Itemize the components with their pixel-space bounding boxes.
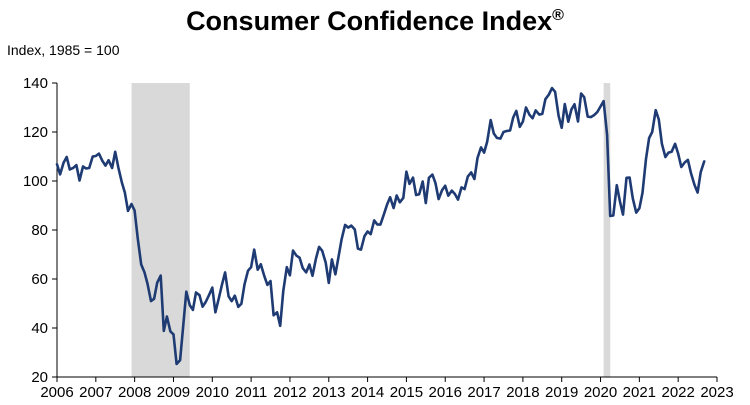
recession-band-0 <box>131 83 190 377</box>
x-tick-label-2008: 2008 <box>118 384 151 401</box>
x-tick-label-2021: 2021 <box>623 384 656 401</box>
y-tick-label-60: 60 <box>31 271 48 288</box>
y-tick-label-140: 140 <box>23 75 48 92</box>
x-tick-label-2009: 2009 <box>157 384 190 401</box>
x-tick-label-2023: 2023 <box>700 384 733 401</box>
x-tick-label-2014: 2014 <box>351 384 384 401</box>
x-tick-label-2010: 2010 <box>196 384 229 401</box>
x-tick-label-2016: 2016 <box>429 384 462 401</box>
x-tick-label-2022: 2022 <box>661 384 694 401</box>
x-tick-label-2012: 2012 <box>273 384 306 401</box>
recession-band-1 <box>603 83 611 377</box>
y-tick-label-40: 40 <box>31 320 48 337</box>
registered-mark: ® <box>552 7 564 24</box>
y-tick-label-100: 100 <box>23 173 48 190</box>
chart-title-text: Consumer Confidence Index <box>186 6 553 36</box>
x-tick-label-2013: 2013 <box>312 384 345 401</box>
x-tick-label-2011: 2011 <box>235 384 267 401</box>
series-line-0 <box>55 86 706 366</box>
x-tick-label-2018: 2018 <box>506 384 539 401</box>
y-axis-label: Index, 1985 = 100 <box>7 42 120 58</box>
chart-title: Consumer Confidence Index® <box>0 6 750 37</box>
y-tick-label-20: 20 <box>31 369 48 386</box>
x-tick-label-2015: 2015 <box>390 384 423 401</box>
y-tick-label-80: 80 <box>31 222 48 239</box>
x-tick-label-2007: 2007 <box>79 384 112 401</box>
x-tick-label-2020: 2020 <box>584 384 617 401</box>
x-tick-label-2017: 2017 <box>467 384 500 401</box>
x-tick-label-2019: 2019 <box>545 384 578 401</box>
y-tick-label-120: 120 <box>23 124 48 141</box>
x-tick-label-2006: 2006 <box>40 384 73 401</box>
